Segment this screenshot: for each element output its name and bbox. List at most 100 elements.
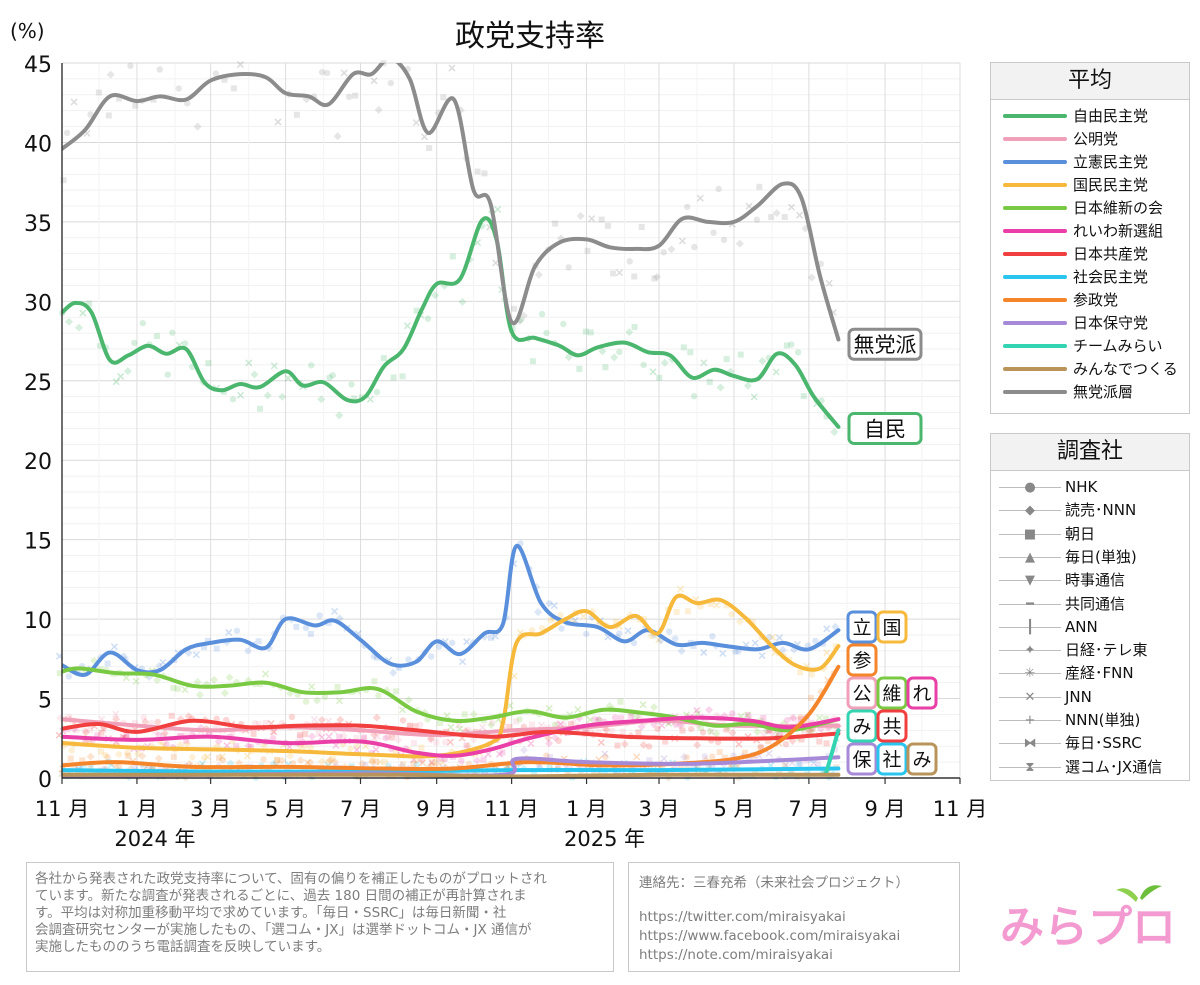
poll-dot xyxy=(440,94,447,101)
series-line-3 xyxy=(62,593,841,759)
poll-dot xyxy=(812,637,819,645)
poll-dot xyxy=(278,392,287,401)
pollster-item: ◆ 読売･NNN xyxy=(999,499,1183,521)
poll-dot xyxy=(547,616,554,624)
poll-dot xyxy=(613,618,620,625)
poll-dot xyxy=(153,676,162,685)
poll-dot xyxy=(139,319,146,327)
poll-dot xyxy=(546,600,553,607)
poll-dot xyxy=(159,658,167,666)
legend-title: 平均 xyxy=(991,63,1189,100)
y-tick-label: 5 xyxy=(38,689,52,714)
facebook-link[interactable]: https://www.facebook.com/miraisyakai xyxy=(639,928,901,944)
party-badge-box xyxy=(846,742,878,776)
pollster-item: ┃ ANN xyxy=(999,616,1183,638)
pollster-line xyxy=(999,626,1061,628)
poll-dot xyxy=(353,734,360,741)
pollster-label: 時事通信 xyxy=(1065,571,1126,590)
legend-item: 日本保守党 xyxy=(999,312,1183,334)
poll-dot xyxy=(463,638,471,646)
party-badge: 国 xyxy=(876,610,908,644)
note-line: 会調査研究センターが実施したもの、「選コム・JX」は選挙ドットコム・JX 通信が xyxy=(35,922,532,938)
poll-dot xyxy=(519,311,528,320)
poll-dot xyxy=(636,713,643,720)
note-link[interactable]: https://note.com/miraisyakai xyxy=(639,947,833,963)
poll-dot xyxy=(424,315,432,322)
poll-dot xyxy=(729,762,736,769)
pollster-item: ✳ 産経･FNN xyxy=(999,662,1183,684)
poll-dot xyxy=(745,202,753,210)
poll-dot xyxy=(511,305,518,312)
poll-dot xyxy=(345,93,353,101)
party-badge: 公 xyxy=(846,676,878,710)
poll-dot xyxy=(546,763,553,770)
pollster-label: 選コム･JX通信 xyxy=(1065,757,1163,776)
poll-dot xyxy=(372,746,380,754)
poll-dot xyxy=(775,634,783,642)
poll-dot xyxy=(480,756,487,763)
poll-dot xyxy=(432,759,441,768)
poll-dot xyxy=(709,633,716,640)
poll-dot xyxy=(595,716,602,723)
poll-dot xyxy=(204,753,212,761)
poll-dot xyxy=(553,719,562,728)
poll-dot xyxy=(560,721,567,728)
poll-dot xyxy=(262,670,270,678)
poll-dot xyxy=(640,361,647,369)
pollster-line xyxy=(999,487,1061,488)
poll-dot xyxy=(306,743,315,752)
poll-dot xyxy=(479,723,487,731)
poll-dot xyxy=(351,395,358,402)
pollster-marker: ✕ xyxy=(1024,689,1036,705)
poll-dot xyxy=(449,639,456,647)
poll-dot xyxy=(156,66,163,73)
poll-dot xyxy=(152,728,159,735)
poll-dot xyxy=(243,752,252,760)
y-tick-label: 40 xyxy=(24,132,52,157)
poll-dot xyxy=(543,329,550,337)
poll-dot xyxy=(426,735,435,744)
poll-dot xyxy=(565,264,572,271)
legend-item: 社会民主党 xyxy=(999,266,1183,288)
poll-dot xyxy=(302,731,309,738)
poll-dot xyxy=(499,749,506,756)
poll-dot xyxy=(765,738,772,745)
pollster-item: ━ 共同通信 xyxy=(999,593,1183,615)
poll-dot xyxy=(723,356,730,363)
poll-dot xyxy=(781,213,788,220)
poll-dot xyxy=(534,270,543,279)
poll-dot xyxy=(677,646,686,655)
party-badge-box xyxy=(906,676,938,710)
poll-dot xyxy=(633,753,641,761)
poll-dot xyxy=(400,761,407,768)
poll-dot xyxy=(794,349,802,356)
poll-dot xyxy=(617,715,624,722)
poll-dot xyxy=(706,378,713,385)
legend-item: 日本維新の会 xyxy=(999,197,1183,219)
poll-dot xyxy=(816,738,823,745)
poll-dot xyxy=(481,170,488,177)
pollster-item: ✕ JNN xyxy=(999,686,1183,708)
series-line-0 xyxy=(62,216,841,429)
poll-dot xyxy=(110,769,117,776)
poll-dot xyxy=(132,677,140,685)
twitter-link[interactable]: https://twitter.com/miraisyakai xyxy=(639,909,846,925)
poll-dot xyxy=(417,721,424,728)
poll-dot xyxy=(564,353,573,362)
party-badge-box xyxy=(846,643,878,677)
series-line-2 xyxy=(62,543,841,677)
poll-dot xyxy=(601,770,608,777)
poll-dot xyxy=(545,739,554,748)
poll-dot xyxy=(335,697,344,705)
poll-dot xyxy=(331,607,339,615)
poll-dot xyxy=(372,713,381,722)
poll-dot xyxy=(97,748,104,755)
poll-dot xyxy=(830,427,839,436)
poll-dot xyxy=(348,381,355,388)
poll-dot xyxy=(141,717,150,726)
legend-item: みんなでつくる xyxy=(999,358,1183,380)
poll-dot xyxy=(808,671,815,678)
poll-dot xyxy=(705,705,714,714)
poll-dot xyxy=(250,370,259,379)
contact-box: 連絡先：三春充希（未来社会プロジェクト） https://twitter.com… xyxy=(628,862,960,972)
